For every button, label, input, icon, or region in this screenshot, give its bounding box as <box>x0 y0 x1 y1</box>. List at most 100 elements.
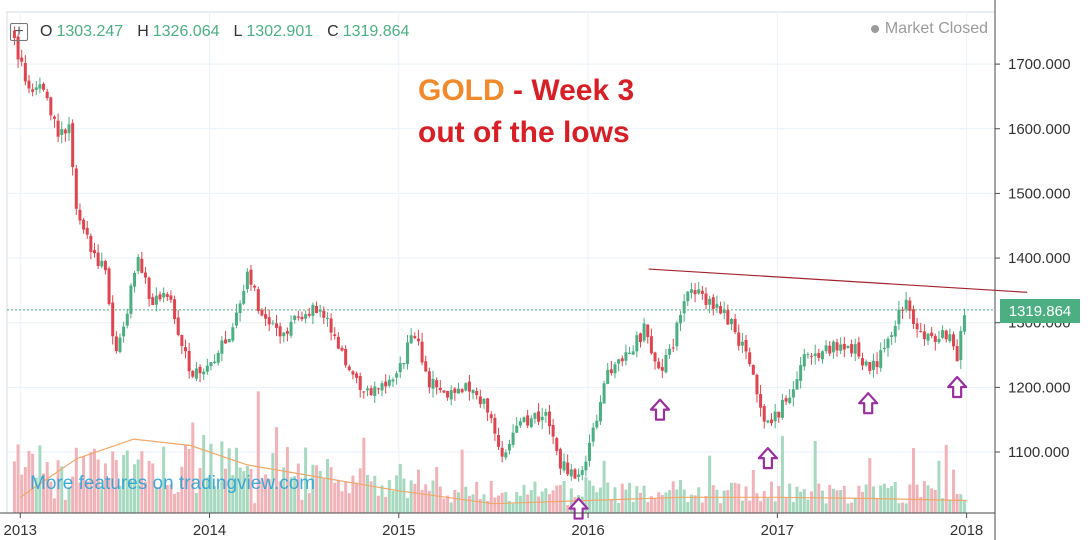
candle-body <box>897 309 901 325</box>
candle-body <box>726 309 730 325</box>
candle-body <box>722 309 726 314</box>
volume-bar <box>791 501 795 513</box>
candle-body <box>391 379 395 382</box>
volume-bar <box>85 481 89 513</box>
volume-bar <box>944 444 948 513</box>
candle-body <box>34 87 38 90</box>
x-tick-label: 2018 <box>950 522 983 539</box>
volume-bar <box>664 492 668 513</box>
candle-body <box>671 347 675 349</box>
volume-bar <box>238 467 242 513</box>
candle-body <box>114 336 118 352</box>
candle-body <box>799 365 803 381</box>
high-value: 1326.064 <box>152 23 220 40</box>
candle-body <box>431 378 435 389</box>
candle-body <box>427 371 431 388</box>
add-icon[interactable]: + <box>10 23 28 41</box>
volume-bar <box>424 484 428 513</box>
volume-bar <box>711 485 715 513</box>
up-arrow-icon <box>757 447 778 470</box>
candle-body <box>518 421 522 426</box>
volume-bar <box>668 490 672 513</box>
open-value: 1303.247 <box>56 23 124 40</box>
volume-bar <box>584 477 588 513</box>
volume-bar <box>296 463 300 513</box>
volume-bar <box>631 501 635 513</box>
candle-body <box>941 330 945 338</box>
candle-body <box>307 313 311 316</box>
candle-body <box>420 341 424 363</box>
promo-link[interactable]: More features on tradingview.com <box>30 473 316 494</box>
candle-body <box>198 366 202 374</box>
candle-body <box>82 219 86 230</box>
candle-body <box>478 396 482 405</box>
volume-bar <box>256 391 260 513</box>
candle-body <box>828 345 832 354</box>
volume-bar <box>715 489 719 513</box>
volume-bar <box>307 493 311 513</box>
volume-bar <box>915 484 919 513</box>
candle-body <box>511 432 515 445</box>
candle-body <box>12 30 16 38</box>
volume-bar <box>810 491 814 513</box>
volume-bar <box>762 491 766 513</box>
moving-average-line <box>19 438 967 505</box>
candle-body <box>577 474 581 478</box>
candle-body <box>340 347 344 351</box>
candle-body <box>329 318 333 333</box>
y-tick-label: 1200.000 <box>1008 379 1071 396</box>
candle-body <box>795 379 799 390</box>
candle-body <box>551 425 555 437</box>
annotation-gold: GOLD <box>418 74 505 107</box>
candle-body <box>846 345 850 349</box>
candle-body <box>285 331 289 334</box>
candle-body <box>387 379 391 386</box>
candle-body <box>697 289 701 294</box>
volume-bar <box>893 482 897 513</box>
volume-bar <box>311 464 315 513</box>
volume-bar <box>384 496 388 513</box>
volume-bar <box>198 468 202 513</box>
candle-body <box>770 419 774 424</box>
candle-body <box>806 354 810 356</box>
volume-bar <box>355 482 359 513</box>
volume-bar <box>937 460 941 513</box>
candle-body <box>729 319 733 325</box>
candle-body <box>213 361 217 364</box>
low-value: 1302.901 <box>246 23 314 40</box>
volume-bar <box>147 460 151 513</box>
volume-bar <box>416 469 420 513</box>
volume-bar <box>788 483 792 513</box>
candle-body <box>890 335 894 337</box>
candle-body <box>820 351 824 360</box>
volume-bar <box>773 501 777 513</box>
candle-body <box>464 383 468 391</box>
candle-body <box>216 352 220 363</box>
candle-body <box>27 80 31 89</box>
volume-bar <box>242 471 246 513</box>
volume-bar <box>220 441 224 513</box>
candle-body <box>952 334 956 347</box>
candle-body <box>773 411 777 422</box>
candle-body <box>322 310 326 318</box>
volume-bar <box>56 460 60 513</box>
candle-body <box>413 336 417 339</box>
volume-bar <box>260 477 264 513</box>
y-tick-label: 1600.000 <box>1008 121 1071 138</box>
candle-body <box>446 391 450 398</box>
volume-bar <box>628 482 632 513</box>
candle-body <box>638 333 642 342</box>
annotation-week: - Week 3 <box>504 74 635 107</box>
volume-bar <box>34 477 38 513</box>
candle-body <box>169 295 173 300</box>
candle-body <box>416 338 420 342</box>
volume-bar <box>20 474 24 513</box>
candle-body <box>365 388 369 391</box>
candle-body <box>842 343 846 350</box>
volume-bar <box>420 489 424 513</box>
volume-bar <box>624 489 628 513</box>
candle-body <box>205 365 209 372</box>
volume-bar <box>591 485 595 513</box>
volume-bar <box>708 455 712 513</box>
